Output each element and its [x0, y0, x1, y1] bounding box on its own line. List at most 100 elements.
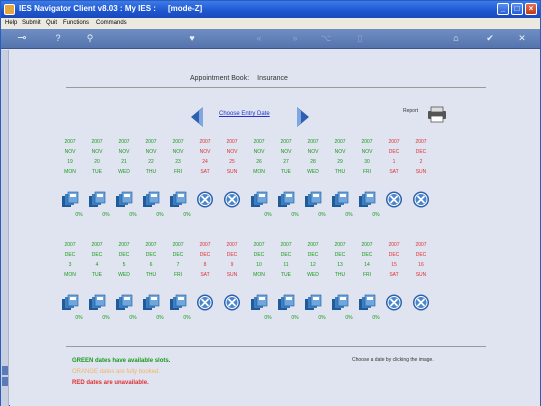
- day-nov-23: 2007 NOV 23 FRI: [165, 140, 191, 180]
- appointment-panel: Appointment Book: Insurance Choose Entry …: [10, 50, 540, 406]
- appointment-slots-icon[interactable]: [88, 294, 106, 311]
- appointment-slots-icon[interactable]: [169, 294, 187, 311]
- appointment-slots-icon[interactable]: [358, 294, 376, 311]
- day-year: 2007: [415, 242, 427, 248]
- menu-quit[interactable]: Quit: [46, 20, 58, 26]
- booking-percent: 0%: [291, 315, 299, 321]
- appointment-slots-icon[interactable]: [61, 294, 79, 311]
- menu-commands[interactable]: Commands: [96, 20, 127, 26]
- day-date: 20: [94, 159, 100, 165]
- appointment-slots-icon[interactable]: [304, 191, 322, 208]
- booking-percent: 0%: [372, 212, 380, 218]
- appointment-slots-icon[interactable]: [277, 294, 295, 311]
- booking-percent: 0%: [75, 212, 83, 218]
- unavailable-x-icon[interactable]: [412, 294, 430, 311]
- report-label: Report: [403, 108, 419, 114]
- minimize-button[interactable]: _: [497, 3, 509, 15]
- day-dec-9: 2007 DEC 9 SUN: [219, 243, 245, 283]
- home-icon[interactable]: ⌂: [453, 33, 459, 43]
- day-nov-28: 2007 NOV 28 WED: [300, 140, 326, 180]
- tree-icon[interactable]: ⌥: [320, 33, 332, 43]
- previous-dates-arrow-icon[interactable]: [189, 106, 205, 128]
- side-pin-top[interactable]: [2, 366, 8, 375]
- appointment-slots-icon[interactable]: [250, 294, 268, 311]
- day-dec-8: 2007 DEC 8 SAT: [192, 243, 218, 283]
- day-month: DEC: [253, 252, 265, 258]
- day-dec-6: 2007 DEC 6 THU: [138, 243, 164, 283]
- appointment-slots-icon[interactable]: [115, 294, 133, 311]
- day-dow: FRI: [173, 272, 183, 278]
- menu-functions[interactable]: Functions: [63, 20, 90, 26]
- close-window-button[interactable]: ×: [525, 3, 537, 15]
- day-nov-27: 2007 NOV 27 TUE: [273, 140, 299, 180]
- day-dow: SUN: [226, 169, 238, 175]
- appointment-slots-icon[interactable]: [88, 191, 106, 208]
- forward-double-icon[interactable]: »: [292, 33, 298, 43]
- day-dow: WED: [118, 169, 130, 175]
- appointment-slots-icon[interactable]: [250, 191, 268, 208]
- day-year: 2007: [64, 242, 76, 248]
- appointment-slots-icon[interactable]: [331, 294, 349, 311]
- day-dec-10: 2007 DEC 10 MON: [246, 243, 272, 283]
- booking-percent: 0%: [318, 315, 326, 321]
- day-dow: THU: [145, 169, 157, 175]
- booking-percent: 0%: [345, 212, 353, 218]
- heart-icon[interactable]: ♥: [189, 33, 195, 43]
- printer-icon[interactable]: [426, 106, 448, 123]
- booking-percent: 0%: [102, 315, 110, 321]
- day-dow: MON: [64, 272, 76, 278]
- appointment-slots-icon[interactable]: [115, 191, 133, 208]
- appointment-slots-icon[interactable]: [142, 191, 160, 208]
- appointment-slots-icon[interactable]: [358, 191, 376, 208]
- booking-percent: 0%: [264, 212, 272, 218]
- unavailable-x-icon[interactable]: [196, 294, 214, 311]
- appointment-slots-icon[interactable]: [61, 191, 79, 208]
- booking-percent: 0%: [129, 212, 137, 218]
- document-icon[interactable]: ▯: [357, 33, 363, 43]
- unavailable-x-icon[interactable]: [412, 191, 430, 208]
- day-month: NOV: [199, 149, 211, 155]
- unavailable-x-icon[interactable]: [223, 191, 241, 208]
- search-icon[interactable]: ⚲: [86, 33, 94, 43]
- day-year: 2007: [226, 139, 238, 145]
- menu-help[interactable]: Help: [5, 20, 18, 26]
- appointment-slots-icon[interactable]: [142, 294, 160, 311]
- close-icon[interactable]: ✕: [518, 33, 526, 43]
- appointment-slots-icon[interactable]: [277, 191, 295, 208]
- maximize-button[interactable]: □: [511, 3, 523, 15]
- appointment-slots-icon[interactable]: [304, 294, 322, 311]
- day-date: 10: [256, 262, 262, 268]
- appointment-slots-icon[interactable]: [169, 191, 187, 208]
- day-date: 4: [95, 262, 99, 268]
- unavailable-x-icon[interactable]: [385, 294, 403, 311]
- choose-entry-date-link[interactable]: Choose Entry Date: [219, 111, 270, 117]
- check-icon[interactable]: ✔: [486, 33, 494, 43]
- unavailable-x-icon[interactable]: [385, 191, 403, 208]
- day-dow: TUE: [92, 169, 102, 175]
- day-dec-7: 2007 DEC 7 FRI: [165, 243, 191, 283]
- day-dow: THU: [145, 272, 157, 278]
- help-icon[interactable]: ?: [55, 33, 61, 43]
- day-month: NOV: [334, 149, 346, 155]
- unavailable-x-icon[interactable]: [196, 191, 214, 208]
- booking-percent: 0%: [372, 315, 380, 321]
- day-dec-11: 2007 DEC 11 TUE: [273, 243, 299, 283]
- window-title-text: IES Navigator Client v8.03 : My IES :: [19, 4, 156, 13]
- unavailable-x-icon[interactable]: [223, 294, 241, 311]
- back-double-icon[interactable]: «: [256, 33, 262, 43]
- booking-percent: 0%: [318, 212, 326, 218]
- day-month: DEC: [64, 252, 76, 258]
- key-icon[interactable]: ⊸: [17, 32, 27, 44]
- day-dow: FRI: [173, 169, 183, 175]
- day-dec-13: 2007 DEC 13 THU: [327, 243, 353, 283]
- day-date: 22: [148, 159, 154, 165]
- side-pin-bottom[interactable]: [2, 377, 8, 386]
- next-dates-arrow-icon[interactable]: [295, 106, 311, 128]
- day-year: 2007: [64, 139, 76, 145]
- day-month: NOV: [145, 149, 157, 155]
- app-icon: [4, 4, 15, 15]
- appointment-slots-icon[interactable]: [331, 191, 349, 208]
- menu-submit[interactable]: Submit: [22, 20, 41, 26]
- day-year: 2007: [199, 242, 211, 248]
